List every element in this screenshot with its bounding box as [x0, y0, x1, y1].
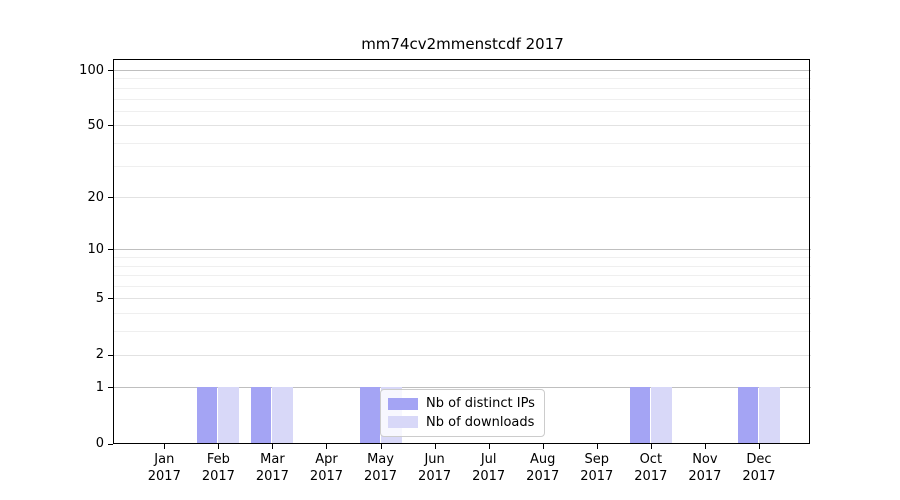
- x-tick: [218, 444, 220, 449]
- y-tick-label: 0: [95, 436, 104, 451]
- bar-downloads-dec: [758, 387, 780, 444]
- y-tick: [108, 125, 113, 127]
- bar-downloads-oct: [650, 387, 672, 444]
- legend-item-distinct-ips: Nb of distinct IPs: [388, 396, 537, 411]
- major-gridline: [114, 70, 811, 71]
- minor-gridline: [114, 98, 811, 100]
- y-tick: [108, 387, 113, 389]
- y-tick-label: 20: [87, 189, 104, 205]
- x-tick: [272, 444, 274, 449]
- x-tick: [704, 444, 706, 449]
- x-tick: [596, 444, 598, 449]
- minor-gridline: [114, 275, 811, 277]
- plot-border: [113, 59, 810, 444]
- y-tick-label: 10: [87, 241, 104, 257]
- minor-gridline: [114, 257, 811, 259]
- x-tick-label: Apr 2017: [294, 451, 358, 485]
- y-tick-label: 100: [79, 62, 104, 78]
- legend-item-downloads: Nb of downloads: [388, 415, 537, 430]
- x-tick-label: Jan 2017: [132, 451, 196, 485]
- legend-swatch-downloads: [388, 416, 418, 429]
- x-tick-year: 2017: [418, 469, 452, 484]
- bar-distinct-ips-may: [359, 387, 380, 444]
- minor-gridline: [114, 286, 811, 288]
- y-tick: [108, 197, 113, 199]
- y-tick: [108, 298, 113, 300]
- bar-distinct-ips-dec: [737, 387, 758, 444]
- y-tick-label: 2: [95, 347, 104, 363]
- chart-title: mm74cv2mmenstcdf 2017: [361, 35, 564, 53]
- bar-distinct-ips-feb: [197, 387, 218, 444]
- x-tick-label: Mar 2017: [240, 451, 304, 485]
- x-tick-year: 2017: [742, 469, 776, 484]
- legend-label-downloads: Nb of downloads: [426, 414, 535, 430]
- legend-swatch-distinct-ips: [388, 397, 418, 410]
- x-tick: [650, 444, 652, 449]
- y-tick: [108, 70, 113, 71]
- x-tick-label: Nov 2017: [673, 451, 737, 485]
- x-tick-year: 2017: [526, 469, 560, 484]
- y-tick-label: 1: [95, 379, 104, 395]
- y-tick-label: 50: [87, 117, 104, 133]
- minor-gridline: [114, 110, 811, 112]
- x-tick-label: Jun 2017: [403, 451, 467, 485]
- minor-gridline: [114, 265, 811, 267]
- x-tick: [164, 444, 166, 449]
- x-tick-year: 2017: [472, 469, 506, 484]
- x-tick-year: 2017: [255, 469, 289, 484]
- x-tick-label: Feb 2017: [186, 451, 250, 485]
- x-tick-label: May 2017: [349, 451, 413, 485]
- major-gridline: [114, 249, 811, 251]
- bar-distinct-ips-oct: [629, 387, 650, 444]
- x-tick-year: 2017: [201, 469, 235, 484]
- bar-distinct-ips-mar: [251, 387, 272, 444]
- minor-gridline: [114, 87, 811, 89]
- minor-gridline: [114, 331, 811, 333]
- minor-gridline: [114, 142, 811, 144]
- x-tick-label: Oct 2017: [619, 451, 683, 485]
- x-tick-year: 2017: [580, 469, 614, 484]
- minor-gridline: [114, 78, 811, 80]
- minor-gridline: [114, 313, 811, 315]
- x-tick-year: 2017: [363, 469, 398, 484]
- legend-label-distinct-ips: Nb of distinct IPs: [426, 396, 535, 412]
- bar-downloads-feb: [218, 387, 240, 444]
- x-tick: [542, 444, 544, 449]
- x-tick-year: 2017: [147, 469, 181, 484]
- bar-downloads-mar: [272, 387, 294, 444]
- y-tick: [108, 249, 113, 251]
- major-gridline: [114, 387, 811, 389]
- major-gridline: [114, 125, 811, 127]
- x-tick-year: 2017: [634, 469, 668, 484]
- legend: Nb of distinct IPs Nb of downloads: [380, 389, 545, 437]
- x-tick: [758, 444, 760, 449]
- x-tick-year: 2017: [309, 469, 344, 484]
- x-tick-label: Sep 2017: [565, 451, 629, 485]
- x-tick: [434, 444, 436, 449]
- minor-gridline: [114, 165, 811, 167]
- major-gridline: [114, 197, 811, 199]
- x-tick-year: 2017: [688, 469, 722, 484]
- x-tick: [326, 444, 328, 449]
- y-tick: [108, 354, 113, 356]
- x-tick-label: Jul 2017: [457, 451, 521, 485]
- x-tick-label: Aug 2017: [511, 451, 575, 485]
- x-tick: [488, 444, 490, 449]
- y-tick: [108, 443, 113, 445]
- major-gridline: [114, 298, 811, 300]
- x-tick-label: Dec 2017: [727, 451, 791, 485]
- y-tick-label: 5: [95, 290, 104, 306]
- x-tick: [380, 444, 382, 449]
- major-gridline: [114, 354, 811, 356]
